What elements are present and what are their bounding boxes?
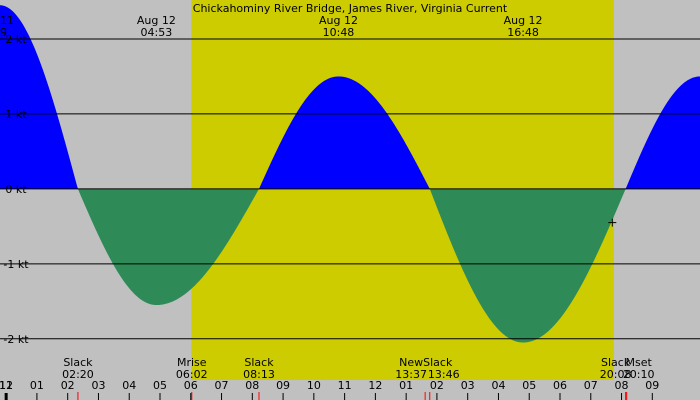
y-tick-label: 0 kt: [5, 183, 27, 196]
x-tick-label: 01: [30, 379, 44, 392]
event-name: New: [399, 356, 423, 369]
x-tick-label: 03: [461, 379, 475, 392]
x-tick-label: 12: [0, 379, 13, 392]
event-time: 13:46: [428, 368, 460, 381]
top-time-label: 16:48: [507, 26, 539, 39]
x-tick-label: 01: [399, 379, 413, 392]
x-tick-label: 10: [307, 379, 321, 392]
grid-lines: [0, 38, 700, 340]
event-time: 13:37: [395, 368, 427, 381]
event-name: Mset: [626, 356, 653, 369]
top-date-label: Aug 12: [504, 14, 543, 27]
event-name: Slack: [63, 356, 93, 369]
now-marker-group: [608, 218, 617, 227]
event-time: 02:20: [62, 368, 94, 381]
top-time-label: 9: [0, 26, 7, 39]
x-tick-label: 04: [122, 379, 136, 392]
top-time-label: 10:48: [323, 26, 355, 39]
x-tick-label: 08: [245, 379, 259, 392]
event-name: Mrise: [177, 356, 207, 369]
event-time: 08:13: [243, 368, 275, 381]
x-tick-label: 11: [0, 379, 13, 392]
x-tick-label: 02: [430, 379, 444, 392]
top-date-label: 11: [0, 14, 14, 27]
top-time-label: 04:53: [141, 26, 173, 39]
y-tick-label: -2 kt: [3, 333, 29, 346]
x-tick-label: 07: [584, 379, 598, 392]
x-tick-label: 05: [153, 379, 167, 392]
y-axis-labels: 2 kt 1 kt 0 kt -1 kt -2 kt: [3, 33, 29, 346]
event-name: Slack: [423, 356, 453, 369]
x-tick-label: 05: [522, 379, 536, 392]
x-tick-label: 03: [91, 379, 105, 392]
y-tick-label: 1 kt: [5, 108, 27, 121]
x-tick-label: 11: [338, 379, 352, 392]
x-tick-label: 02: [61, 379, 75, 392]
flood-current-area: [0, 5, 700, 189]
chart-title: Chickahominy River Bridge, James River, …: [193, 2, 508, 15]
x-tick-label: 06: [184, 379, 198, 392]
x-tick-label: 09: [645, 379, 659, 392]
event-name: Slack: [601, 356, 631, 369]
event-time: 20:08: [600, 368, 632, 381]
event-name: Slack: [244, 356, 274, 369]
ebb-current-area: [0, 188, 700, 343]
event-labels: Slack02:20Mrise06:02Slack08:13New13:37Sl…: [62, 356, 655, 400]
y-tick-label: -1 kt: [3, 258, 29, 271]
x-tick-label: 08: [615, 379, 629, 392]
x-tick-label: 06: [553, 379, 567, 392]
y-tick-label: 2 kt: [5, 33, 27, 46]
top-date-label: Aug 12: [137, 14, 176, 27]
top-date-label: Aug 12: [319, 14, 358, 27]
current-area: [0, 5, 700, 343]
event-time: 06:02: [176, 368, 208, 381]
x-tick-label: 09: [276, 379, 290, 392]
event-time: 20:10: [623, 368, 655, 381]
x-tick-label: 04: [491, 379, 505, 392]
x-tick-label: 07: [215, 379, 229, 392]
x-tick-label: 12: [368, 379, 382, 392]
